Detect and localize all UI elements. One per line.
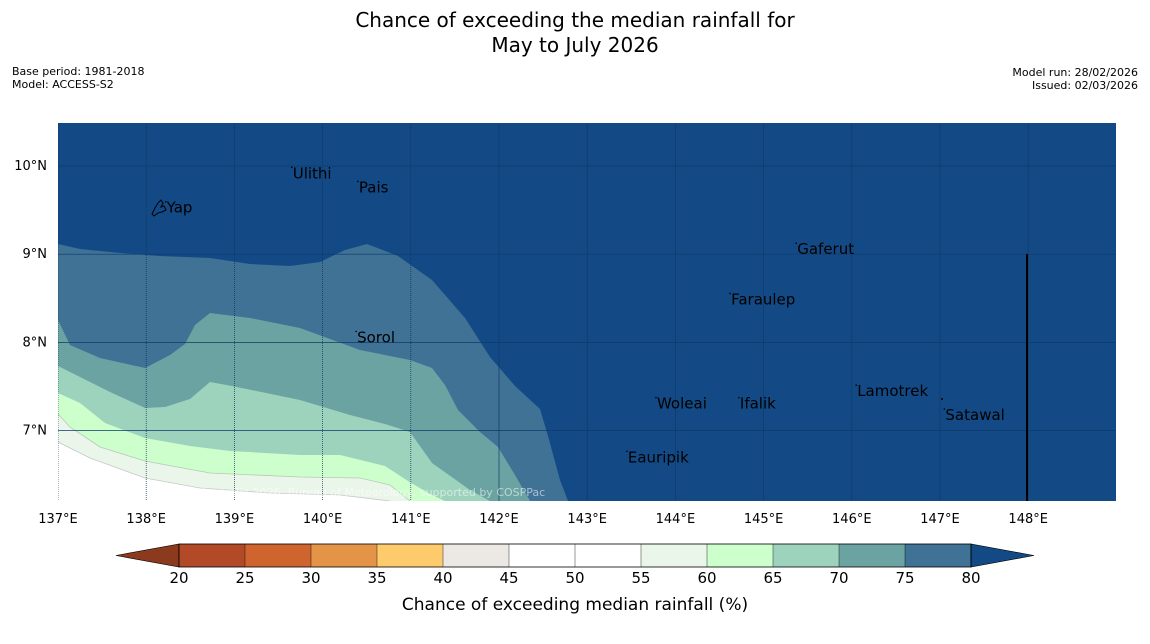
graticule [58,123,1116,501]
issued-date: Issued: 02/03/2026 [1031,79,1138,92]
colorbar-tick-label: 20 [169,569,188,587]
place-label: Woleai [657,395,707,413]
colorbar-segment [245,544,311,567]
title-line-1: Chance of exceeding the median rainfall … [355,8,795,32]
latitude-tick-label: 10°N [14,159,47,174]
place-label: Faraulep [731,290,795,308]
colorbar-tick-label: 30 [301,569,320,587]
title-line-2: May to July 2026 [491,33,659,57]
colorbar-tick-label: 70 [829,569,848,587]
place-labels: Ulithi Pais Yap Gaferut Faraulep Sorol Lamotre… [164,164,1005,466]
colorbar-segment [905,544,971,567]
place-label: Lamotrek [857,382,928,400]
place-marker [943,408,946,410]
colorbar-tick-label: 75 [895,569,914,587]
metadata-left: Base period: 1981-2018 Model: ACCESS-S2 [12,65,144,91]
colorbar-segment [443,544,509,567]
longitude-tick-label: 146°E [832,512,872,527]
place-marker [626,450,628,453]
map-title: Chance of exceeding the median rainfall … [0,8,1150,58]
place-marker [164,200,167,203]
colorbar-segment [377,544,443,567]
colorbar-segment [575,544,641,567]
place-marker [855,384,858,387]
place-label: Pais [359,178,389,196]
colorbar-tick-label: 55 [631,569,650,587]
latitude-tick-label: 8°N [23,335,48,350]
contour-line-50 [58,441,391,501]
longitude-tick-label: 142°E [479,512,519,527]
longitude-tick-label: 143°E [567,512,607,527]
colorbar-tick-label: 65 [763,569,782,587]
model-name: Model: ACCESS-S2 [12,78,114,91]
place-label: Eauripik [628,448,689,466]
colorbar-segment [509,544,575,567]
colorbar-segment [641,544,707,567]
place-marker [655,396,657,399]
place-label: Ifalik [740,395,776,413]
colorbar-tick-label: 35 [367,569,386,587]
model-run: Model run: 28/02/2026 [1012,66,1138,79]
yap-island-shape [151,199,167,217]
band-50-55 [58,442,390,501]
colorbar-segment [773,544,839,567]
longitude-tick-label: 144°E [656,512,696,527]
map-panel[interactable]: Ulithi Pais Yap Gaferut Faraulep Sorol Lamotre… [58,123,1116,501]
place-marker [355,330,357,333]
longitude-tick-label: 141°E [391,512,431,527]
place-label: Sorol [357,328,395,346]
place-marker [290,166,293,169]
longitude-tick-label: 137°E [38,512,78,527]
attribution-text: © Commonwealth of Australia 2026, Bureau… [82,486,545,499]
place-label: Satawal [945,406,1004,424]
colorbar-segment [707,544,773,567]
colorbar-over-extension [970,543,1035,568]
place-marker [357,180,359,183]
latitude-labels: 10°N 9°N 8°N 7°N [14,159,47,439]
colorbar-segment [839,544,905,567]
longitude-tick-label: 145°E [744,512,784,527]
longitude-labels: 137°E 138°E 139°E 140°E 141°E 142°E 143°E 144°E… [38,512,1048,527]
place-marker [795,242,798,244]
latitude-tick-label: 7°N [23,424,48,439]
longitude-tick-label: 138°E [126,512,166,527]
colorbar-tick-label: 25 [235,569,254,587]
colorbar-tick-label: 40 [433,569,452,587]
place-label: Ulithi [293,164,332,182]
base-period: Base period: 1981-2018 [12,65,145,78]
longitude-tick-label: 147°E [920,512,960,527]
colorbar: 20 25 30 35 40 45 50 55 60 65 70 75 80 [115,543,1035,587]
colorbar-tick-label: 50 [565,569,584,587]
place-marker [729,292,731,295]
colorbar-tick-label: 60 [697,569,716,587]
colorbar-tick-label: 45 [499,569,518,587]
latitude-tick-label: 9°N [23,247,48,262]
longitude-tick-label: 139°E [215,512,255,527]
longitude-tick-label: 148°E [1008,512,1048,527]
colorbar-segment [311,544,377,567]
contour-line-55 [58,413,411,501]
island-dot [941,398,943,400]
colorbar-tick-label: 80 [961,569,980,587]
longitude-tick-label: 140°E [303,512,343,527]
metadata-right: Model run: 28/02/2026 Issued: 02/03/2026 [1012,66,1138,92]
colorbar-under-extension [115,543,180,568]
colorbar-segment [179,544,245,567]
place-marker [738,396,740,399]
place-label: Gaferut [797,240,854,258]
place-label: Yap [166,199,193,217]
colorbar-label: Chance of exceeding median rainfall (%) [402,595,748,615]
